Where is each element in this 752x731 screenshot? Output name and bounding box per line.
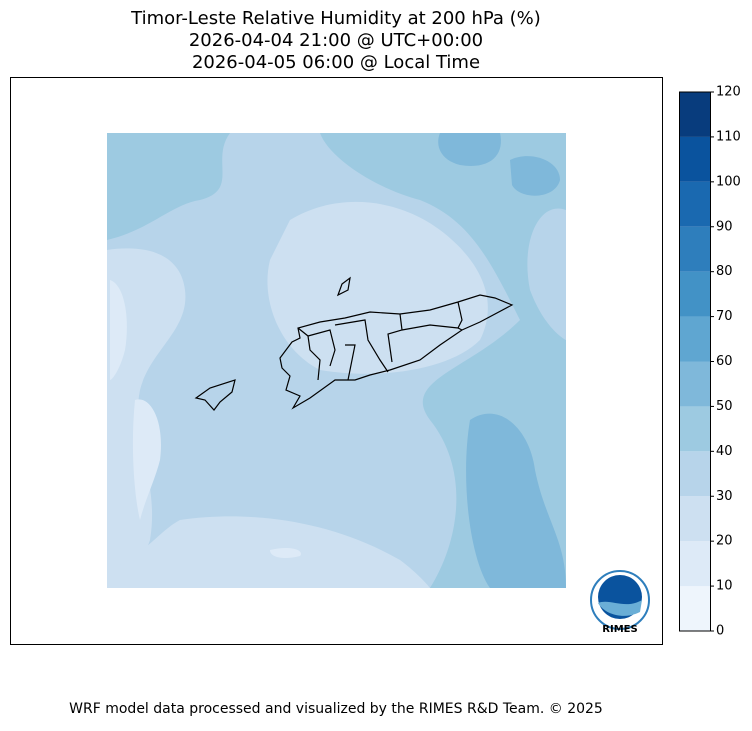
colorbar-tick-label: 100 — [716, 174, 741, 189]
colorbar-segment — [679, 586, 710, 631]
colorbar-tick-label: 0 — [716, 624, 724, 639]
title-line: Timor-Leste Relative Humidity at 200 hPa… — [130, 8, 541, 29]
colorbar-segment — [679, 451, 710, 497]
logo: RIMES — [590, 570, 650, 635]
colorbar-tick-label: 70 — [716, 309, 733, 324]
map-field — [107, 133, 566, 588]
colorbar-segment — [679, 226, 710, 272]
colorbar-segment — [679, 496, 710, 542]
colorbar: 0 10 20 30 40 50 60 70 80 90 100 110 120 — [679, 85, 741, 639]
colorbar-tick-label: 120 — [716, 85, 741, 100]
title-line: 2026-04-04 21:00 @ UTC+00:00 — [189, 30, 483, 51]
logo-text: RIMES — [602, 624, 637, 635]
colorbar-tick-label: 60 — [716, 354, 733, 369]
colorbar-segment — [679, 271, 710, 317]
colorbar-segment — [679, 136, 710, 182]
colorbar-tick-label: 20 — [716, 534, 733, 549]
colorbar-segment — [679, 92, 710, 137]
colorbar-tick-label: 40 — [716, 444, 733, 459]
colorbar-tick-label: 30 — [716, 489, 733, 504]
colorbar-tick-label: 110 — [716, 129, 741, 144]
colorbar-tick-label: 90 — [716, 219, 733, 234]
colorbar-tick-label: 10 — [716, 579, 733, 594]
colorbar-tick-label: 80 — [716, 264, 733, 279]
admin-boundaries — [194, 276, 514, 411]
colorbar-segment — [679, 181, 710, 227]
colorbar-segment — [679, 361, 710, 407]
colorbar-segment — [679, 541, 710, 587]
colorbar-segment — [679, 316, 710, 362]
footer: WRF model data processed and visualized … — [69, 701, 603, 717]
title-line: 2026-04-05 06:00 @ Local Time — [192, 52, 480, 73]
colorbar-segment — [679, 406, 710, 452]
colorbar-tick-label: 50 — [716, 399, 733, 414]
